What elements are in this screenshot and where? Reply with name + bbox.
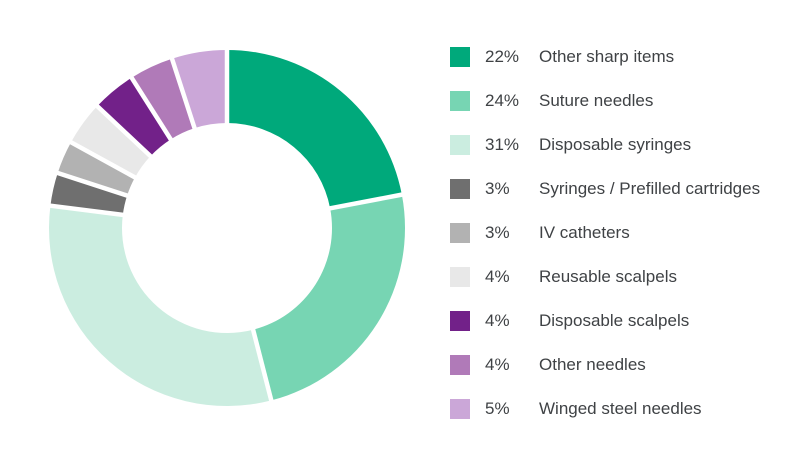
legend-item: 22% Other sharp items: [450, 47, 790, 67]
donut-segment-disposable-scalpels: [97, 77, 171, 157]
donut-segment-other-sharp-items: [227, 50, 402, 209]
donut-segment-winged-steel-needles: [171, 50, 227, 129]
legend-swatch: [450, 223, 470, 243]
legend-label: IV catheters: [539, 223, 630, 242]
legend-swatch: [450, 47, 470, 67]
segment-separator: [94, 103, 154, 160]
legend-swatch: [450, 91, 470, 111]
legend-item: 4% Reusable scalpels: [450, 267, 790, 287]
donut-chart-svg: [48, 48, 405, 407]
legend-item: 4% Disposable scalpels: [450, 311, 790, 331]
legend-item: 24% Suture needles: [450, 91, 790, 111]
legend-percent: 4%: [485, 311, 510, 330]
legend-swatch: [450, 135, 470, 155]
legend-swatch: [450, 267, 470, 287]
donut-chart: [48, 48, 405, 407]
segment-separator: [55, 170, 130, 199]
legend-percent: 22%: [485, 47, 520, 66]
segment-separator: [128, 74, 174, 143]
legend-item: 3% IV catheters: [450, 223, 790, 243]
legend-label: Syringes / Prefilled cartridges: [539, 179, 761, 198]
donut-segment-syringes-prefilled-cartridges: [50, 172, 128, 215]
legend-item: 3% Syringes / Prefilled cartridges: [450, 179, 790, 199]
legend-label: Reusable scalpels: [539, 267, 677, 286]
legend-percent: 4%: [485, 355, 510, 374]
legend-swatch: [450, 311, 470, 331]
chart-legend: 22% Other sharp items 24% Suture needles…: [450, 47, 790, 419]
legend-label: Other needles: [539, 355, 646, 374]
segment-separator: [169, 56, 198, 131]
segment-separator: [250, 327, 274, 403]
legend-percent: 4%: [485, 267, 510, 286]
segment-separator: [68, 139, 138, 181]
legend-label: Winged steel needles: [539, 399, 702, 418]
legend-item: 31% Disposable syringes: [450, 135, 790, 155]
legend-label: Disposable syringes: [539, 135, 692, 154]
segment-separator: [327, 192, 405, 211]
donut-segment-reusable-scalpels: [71, 106, 151, 178]
legend-item: 4% Other needles: [450, 355, 790, 375]
legend-percent: 3%: [485, 179, 510, 198]
legend-swatch: [450, 179, 470, 199]
legend-percent: 3%: [485, 223, 510, 242]
donut-segment-other-needles: [131, 58, 195, 140]
legend-swatch: [450, 399, 470, 419]
legend-item: 5% Winged steel needles: [450, 399, 790, 419]
segment-separator: [48, 203, 126, 218]
legend-percent: 5%: [485, 399, 510, 418]
legend-percent: 31%: [485, 135, 520, 154]
legend-label: Suture needles: [539, 91, 654, 110]
donut-segment-suture-needles: [253, 194, 405, 401]
legend-percent: 24%: [485, 91, 520, 110]
legend-label: Other sharp items: [539, 47, 675, 66]
legend-label: Disposable scalpels: [539, 311, 690, 330]
legend-swatch: [450, 355, 470, 375]
donut-segment-iv-catheters: [57, 142, 135, 196]
donut-segment-disposable-syringes: [48, 205, 272, 407]
